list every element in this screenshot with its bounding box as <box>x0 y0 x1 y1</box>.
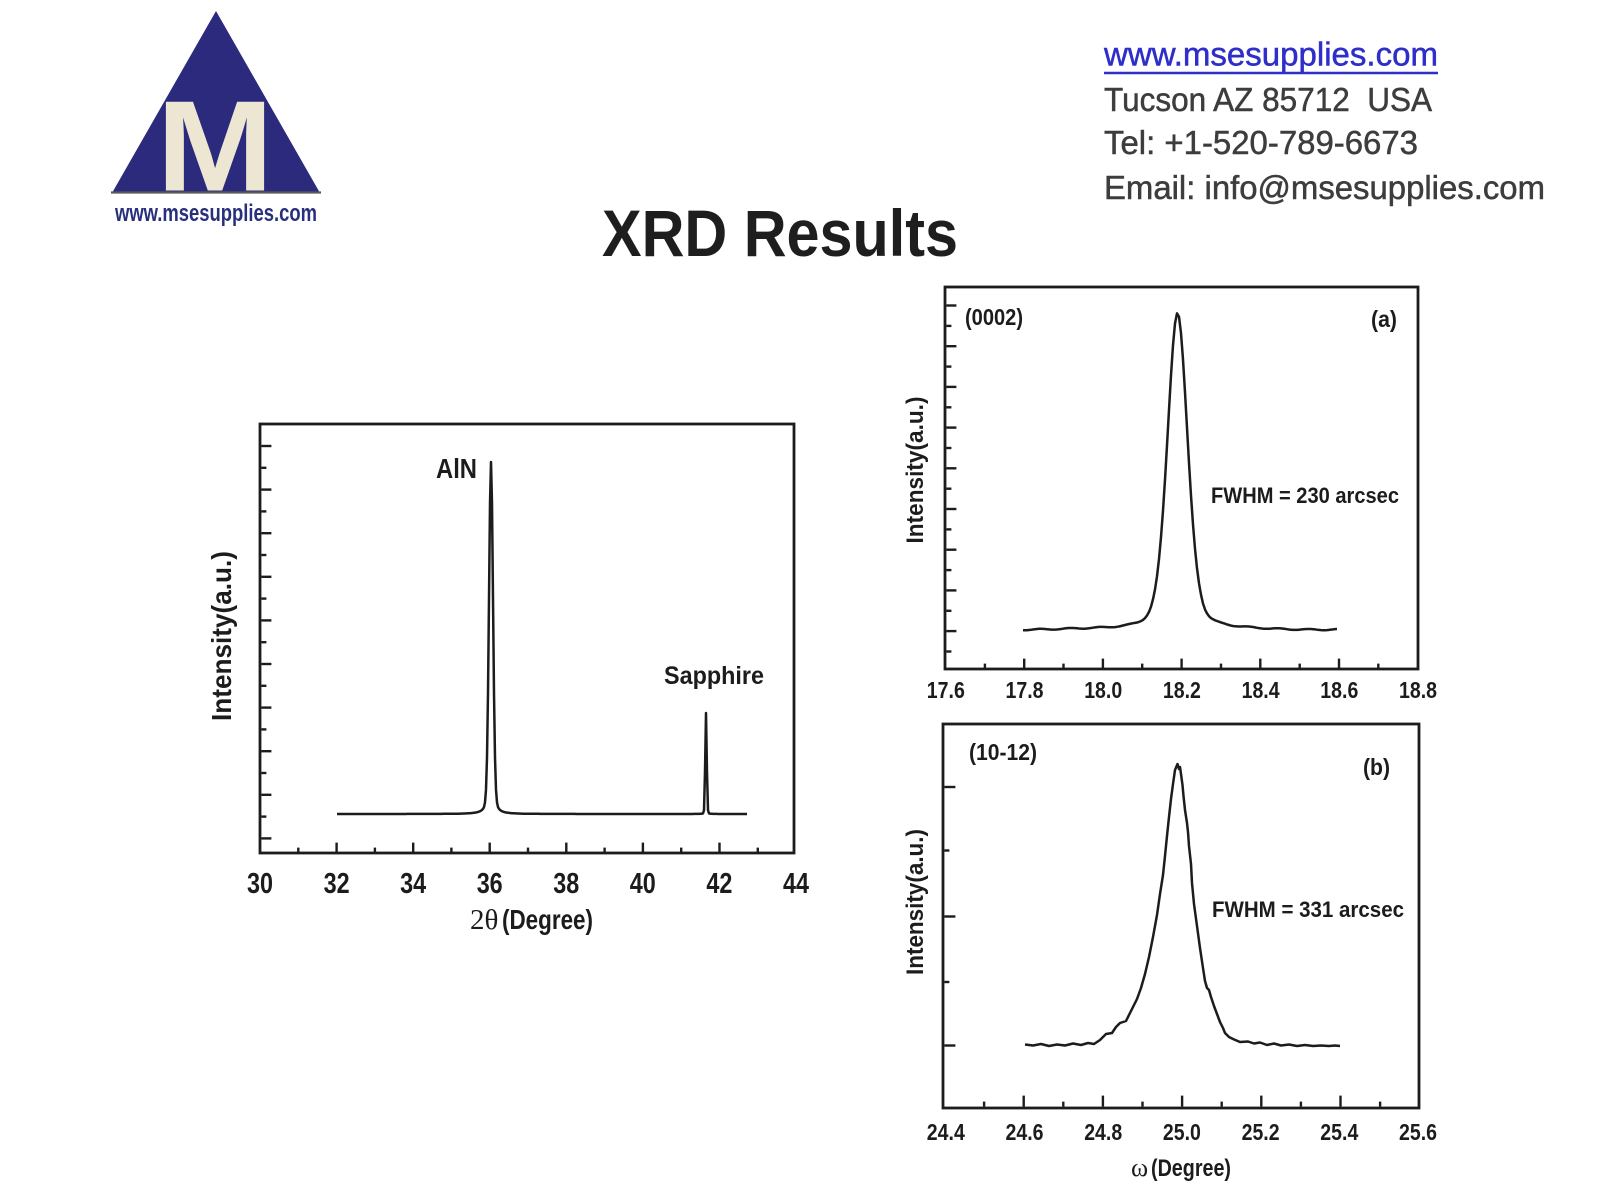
svg-text:FWHM = 230 arcsec: FWHM = 230 arcsec <box>1211 483 1399 508</box>
svg-text:18.6: 18.6 <box>1320 677 1358 703</box>
svg-text:34: 34 <box>400 868 426 900</box>
svg-text:17.6: 17.6 <box>927 677 965 703</box>
svg-text:XRD Results: XRD Results <box>602 196 958 270</box>
svg-text:42: 42 <box>706 868 732 900</box>
svg-text:38: 38 <box>553 868 579 900</box>
svg-text:Intensity(a.u.): Intensity(a.u.) <box>206 551 237 721</box>
svg-text:www.msesupplies.com: www.msesupplies.com <box>114 200 317 227</box>
svg-text:18.0: 18.0 <box>1084 677 1122 703</box>
svg-text:www.msesupplies.com: www.msesupplies.com <box>1103 36 1438 73</box>
svg-text:AlN: AlN <box>436 453 477 484</box>
svg-text:(0002): (0002) <box>965 304 1023 330</box>
svg-text:(Degree): (Degree) <box>1151 1155 1231 1182</box>
svg-text:30: 30 <box>247 868 273 900</box>
svg-text:24.8: 24.8 <box>1084 1119 1122 1145</box>
svg-text:25.4: 25.4 <box>1320 1119 1358 1145</box>
svg-text:(10-12): (10-12) <box>969 739 1037 765</box>
svg-text:Sapphire: Sapphire <box>664 662 764 690</box>
svg-text:18.4: 18.4 <box>1242 677 1280 703</box>
svg-text:36: 36 <box>477 868 503 900</box>
svg-text:24.4: 24.4 <box>927 1119 965 1145</box>
svg-text:ω: ω <box>1131 1153 1148 1182</box>
svg-text:Tucson AZ 85712 USA: Tucson AZ 85712 USA <box>1104 81 1432 118</box>
svg-text:Email: info@msesupplies.com: Email: info@msesupplies.com <box>1104 169 1545 206</box>
svg-text:(b): (b) <box>1363 754 1390 780</box>
svg-text:18.8: 18.8 <box>1399 677 1437 703</box>
svg-text:25.6: 25.6 <box>1399 1119 1437 1145</box>
svg-text:25.2: 25.2 <box>1242 1119 1280 1145</box>
svg-text:Intensity(a.u.): Intensity(a.u.) <box>902 829 929 975</box>
svg-text:(a): (a) <box>1371 306 1397 332</box>
svg-text:Intensity(a.u.): Intensity(a.u.) <box>902 397 929 544</box>
svg-text:18.2: 18.2 <box>1163 677 1201 703</box>
svg-text:2θ: 2θ <box>470 904 498 936</box>
svg-text:17.8: 17.8 <box>1006 677 1044 703</box>
svg-text:(Degree): (Degree) <box>502 904 593 935</box>
svg-text:25.0: 25.0 <box>1163 1119 1201 1145</box>
svg-text:Tel: +1-520-789-6673: Tel: +1-520-789-6673 <box>1104 124 1418 161</box>
svg-text:M: M <box>157 75 274 219</box>
svg-text:32: 32 <box>324 868 350 900</box>
svg-text:40: 40 <box>630 868 656 900</box>
svg-text:24.6: 24.6 <box>1006 1119 1044 1145</box>
svg-text:FWHM = 331 arcsec: FWHM = 331 arcsec <box>1212 897 1404 922</box>
svg-text:44: 44 <box>783 868 809 900</box>
